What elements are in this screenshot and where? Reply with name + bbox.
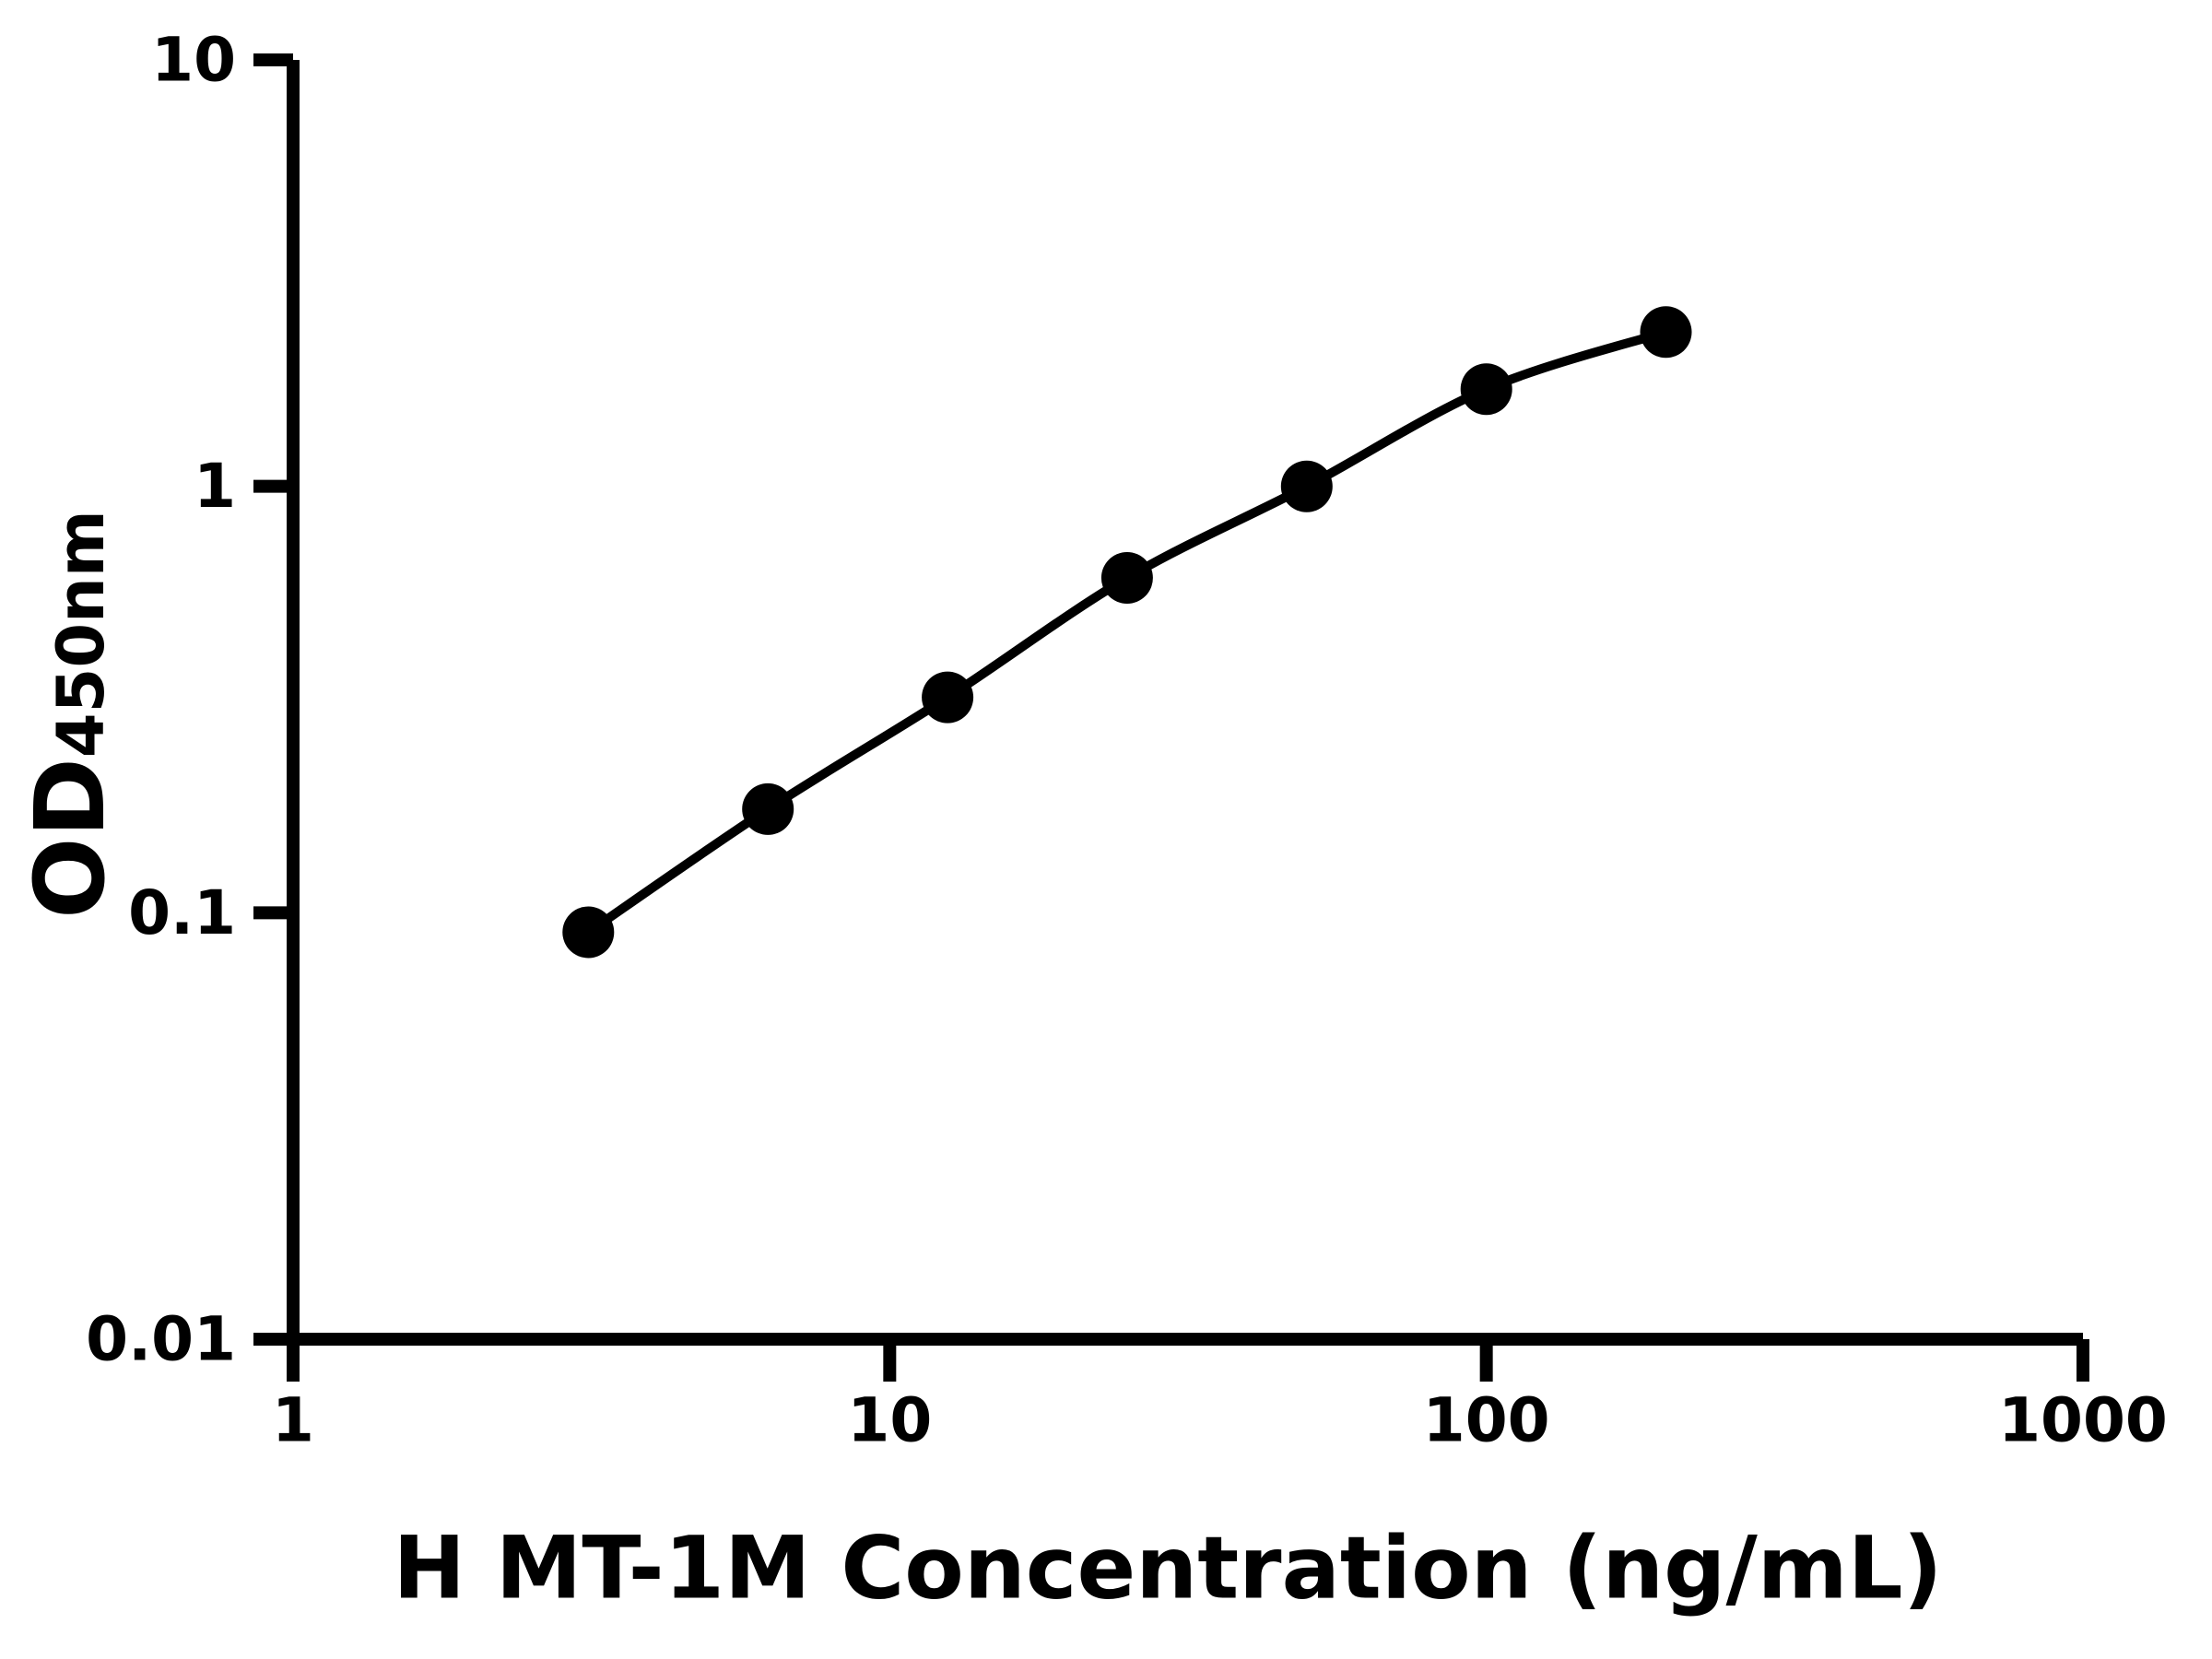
- y-tick-label: 10: [151, 24, 236, 95]
- y-axis-title-prefix: OD: [14, 758, 126, 919]
- data-point: [922, 671, 974, 724]
- y-tick-label: 0.01: [86, 1304, 236, 1375]
- x-tick-label: 100: [1423, 1385, 1550, 1456]
- y-tick-label: 1: [194, 451, 236, 522]
- data-point: [1280, 460, 1333, 512]
- x-axis-title: H MT-1M Concentration (ng/mL): [393, 1518, 1943, 1619]
- data-point: [742, 782, 794, 835]
- axes: [287, 60, 2083, 1346]
- data-point: [562, 906, 615, 959]
- data-point: [1100, 552, 1153, 604]
- y-tick-label: 0.1: [128, 877, 236, 948]
- x-tick-label: 1: [272, 1385, 314, 1456]
- y-axis-title-subscript: 450nm: [43, 510, 119, 759]
- y-axis-title: OD450nm: [14, 510, 126, 919]
- x-tick-label: 1000: [1998, 1385, 2168, 1456]
- curve-line: [585, 327, 1668, 936]
- x-tick-label: 10: [847, 1385, 932, 1456]
- data-point: [1640, 306, 1692, 359]
- data-point: [1460, 363, 1512, 416]
